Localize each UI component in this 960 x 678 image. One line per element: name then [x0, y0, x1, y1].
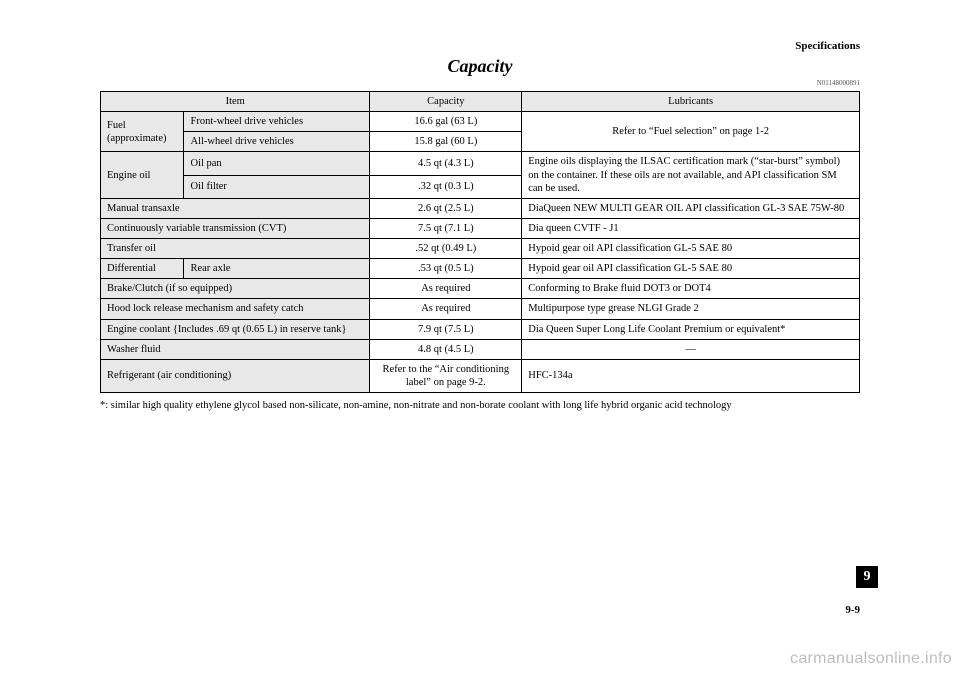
cell-fuel-fwd-cap: 16.6 gal (63 L) — [370, 112, 522, 132]
table-row: Engine oil Oil pan 4.5 qt (4.3 L) Engine… — [101, 152, 860, 175]
chapter-tab: 9 — [856, 566, 878, 588]
cell-manual-cap: 2.6 qt (2.5 L) — [370, 198, 522, 218]
cell-hood-label: Hood lock release mechanism and safety c… — [101, 299, 370, 319]
cell-fuel-awd-cap: 15.8 gal (60 L) — [370, 132, 522, 152]
cell-diff-lub: Hypoid gear oil API classification GL-5 … — [522, 259, 860, 279]
cell-transfer-lub: Hypoid gear oil API classification GL-5 … — [522, 239, 860, 259]
cell-washer-label: Washer fluid — [101, 339, 370, 359]
section-header: Specifications — [100, 40, 860, 52]
cell-fuel-lub: Refer to “Fuel selection” on page 1-2 — [522, 112, 860, 152]
footnote: *: similar high quality ethylene glycol … — [100, 399, 860, 413]
cell-refrig-label: Refrigerant (air conditioning) — [101, 359, 370, 392]
cell-transfer-cap: .52 qt (0.49 L) — [370, 239, 522, 259]
capacity-table: Item Capacity Lubricants Fuel (approxima… — [100, 91, 860, 393]
cell-cvt-lub: Dia queen CVTF - J1 — [522, 218, 860, 238]
cell-fuel-fwd-label: Front-wheel drive vehicles — [184, 112, 370, 132]
table-row: Brake/Clutch (if so equipped) As require… — [101, 279, 860, 299]
cell-coolant-lub: Dia Queen Super Long Life Coolant Premiu… — [522, 319, 860, 339]
cell-hood-cap: As required — [370, 299, 522, 319]
col-capacity: Capacity — [370, 92, 522, 112]
cell-oilfilter-label: Oil filter — [184, 175, 370, 198]
cell-brake-label: Brake/Clutch (if so equipped) — [101, 279, 370, 299]
watermark: carmanualsonline.info — [790, 650, 952, 668]
cell-manual-label: Manual transaxle — [101, 198, 370, 218]
doc-number: N01148000891 — [100, 79, 860, 87]
page-number: 9-9 — [845, 604, 860, 616]
cell-refrig-lub: HFC-134a — [522, 359, 860, 392]
cell-coolant-label: Engine coolant {Includes .69 qt (0.65 L)… — [101, 319, 370, 339]
cell-oilfilter-cap: .32 qt (0.3 L) — [370, 175, 522, 198]
cell-diff-rear: Rear axle — [184, 259, 370, 279]
cell-brake-cap: As required — [370, 279, 522, 299]
table-header-row: Item Capacity Lubricants — [101, 92, 860, 112]
col-item: Item — [101, 92, 370, 112]
table-row: Continuously variable transmission (CVT)… — [101, 218, 860, 238]
cell-fuel-awd-label: All-wheel drive vehicles — [184, 132, 370, 152]
table-row: Transfer oil .52 qt (0.49 L) Hypoid gear… — [101, 239, 860, 259]
cell-manual-lub: DiaQueen NEW MULTI GEAR OIL API classifi… — [522, 198, 860, 218]
cell-diff-cap: .53 qt (0.5 L) — [370, 259, 522, 279]
cell-brake-lub: Conforming to Brake fluid DOT3 or DOT4 — [522, 279, 860, 299]
table-row: Fuel (approximate) Front-wheel drive veh… — [101, 112, 860, 132]
cell-washer-cap: 4.8 qt (4.5 L) — [370, 339, 522, 359]
cell-oilpan-cap: 4.5 qt (4.3 L) — [370, 152, 522, 175]
table-row: Washer fluid 4.8 qt (4.5 L) — — [101, 339, 860, 359]
cell-cvt-cap: 7.5 qt (7.1 L) — [370, 218, 522, 238]
cell-cvt-label: Continuously variable transmission (CVT) — [101, 218, 370, 238]
table-row: Hood lock release mechanism and safety c… — [101, 299, 860, 319]
cell-oilpan-label: Oil pan — [184, 152, 370, 175]
table-row: Engine coolant {Includes .69 qt (0.65 L)… — [101, 319, 860, 339]
cell-refrig-cap: Refer to the “Air conditioning label” on… — [370, 359, 522, 392]
cell-washer-lub: — — [522, 339, 860, 359]
cell-engineoil-lub: Engine oils displaying the ILSAC certifi… — [522, 152, 860, 198]
cell-hood-lub: Multipurpose type grease NLGI Grade 2 — [522, 299, 860, 319]
cell-engineoil-label: Engine oil — [101, 152, 184, 198]
col-lubricants: Lubricants — [522, 92, 860, 112]
cell-diff-label: Differential — [101, 259, 184, 279]
table-row: Differential Rear axle .53 qt (0.5 L) Hy… — [101, 259, 860, 279]
cell-coolant-cap: 7.9 qt (7.5 L) — [370, 319, 522, 339]
table-row: Refrigerant (air conditioning) Refer to … — [101, 359, 860, 392]
cell-transfer-label: Transfer oil — [101, 239, 370, 259]
page-title: Capacity — [100, 56, 860, 77]
cell-fuel-label: Fuel (approximate) — [101, 112, 184, 152]
table-row: Manual transaxle 2.6 qt (2.5 L) DiaQueen… — [101, 198, 860, 218]
